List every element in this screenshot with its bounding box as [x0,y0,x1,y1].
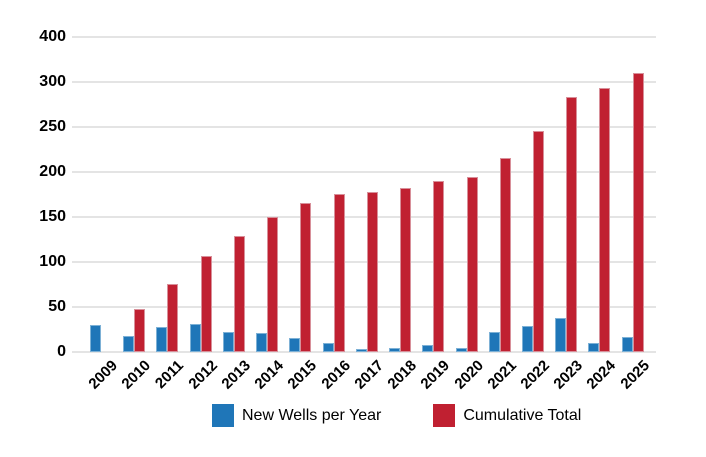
bar-cumulative-2025[interactable] [633,73,644,352]
bar-cumulative-2023[interactable] [566,97,577,352]
bar-cumulative-2024[interactable] [599,88,610,352]
bar-cumulative-2014[interactable] [267,217,278,352]
y-axis-tick-label: 400 [39,28,66,45]
bar-cumulative-2022[interactable] [533,131,544,352]
bar-cumulative-2016[interactable] [334,194,345,352]
bar-new-wells-2015[interactable] [289,338,300,352]
bar-new-wells-2022[interactable] [522,326,533,352]
bar-new-wells-2012[interactable] [190,324,201,352]
gridline [72,216,656,218]
gridline [72,36,656,38]
y-axis-tick-label: 100 [39,253,66,270]
bar-new-wells-2024[interactable] [588,343,599,352]
bar-new-wells-2013[interactable] [223,332,234,352]
bar-cumulative-2021[interactable] [500,158,511,352]
bar-new-wells-2018[interactable] [389,348,400,352]
bar-new-wells-2009[interactable] [90,325,101,352]
gridline [72,261,656,263]
bar-new-wells-2019[interactable] [422,345,433,352]
y-axis-tick-label: 0 [57,343,66,360]
bar-new-wells-2011[interactable] [156,327,167,352]
bar-new-wells-2010[interactable] [123,336,134,352]
bar-new-wells-2014[interactable] [256,333,267,352]
gridline [72,171,656,173]
y-axis-tick-label: 50 [48,298,66,315]
legend: New Wells per Year Cumulative Total [212,404,581,427]
gridline [72,306,656,308]
bar-cumulative-2019[interactable] [433,181,444,352]
bar-new-wells-2021[interactable] [489,332,500,352]
gridline [72,126,656,128]
gridline [72,351,656,353]
new-wells-legend-swatch-icon [212,404,234,427]
bar-new-wells-2023[interactable] [555,318,566,352]
y-axis-tick-label: 150 [39,208,66,225]
bar-cumulative-2020[interactable] [467,177,478,352]
legend-item-cumulative[interactable]: Cumulative Total [433,404,581,427]
bar-cumulative-2013[interactable] [234,236,245,352]
bar-cumulative-2015[interactable] [300,203,311,352]
bar-cumulative-2012[interactable] [201,256,212,352]
legend-label-new-wells: New Wells per Year [242,407,382,424]
y-axis-tick-label: 300 [39,73,66,90]
bar-new-wells-2020[interactable] [456,348,467,352]
bar-new-wells-2016[interactable] [323,343,334,352]
bar-cumulative-2010[interactable] [134,309,145,352]
bar-cumulative-2018[interactable] [400,188,411,352]
bar-cumulative-2011[interactable] [167,284,178,352]
y-axis-tick-label: 200 [39,163,66,180]
bar-new-wells-2017[interactable] [356,349,367,352]
y-axis-tick-label: 250 [39,118,66,135]
bar-new-wells-2025[interactable] [622,337,633,352]
bar-cumulative-2017[interactable] [367,192,378,352]
legend-label-cumulative: Cumulative Total [463,407,582,424]
legend-item-new-wells[interactable]: New Wells per Year [212,404,381,427]
gridline [72,81,656,83]
cumulative-legend-swatch-icon [433,404,456,427]
